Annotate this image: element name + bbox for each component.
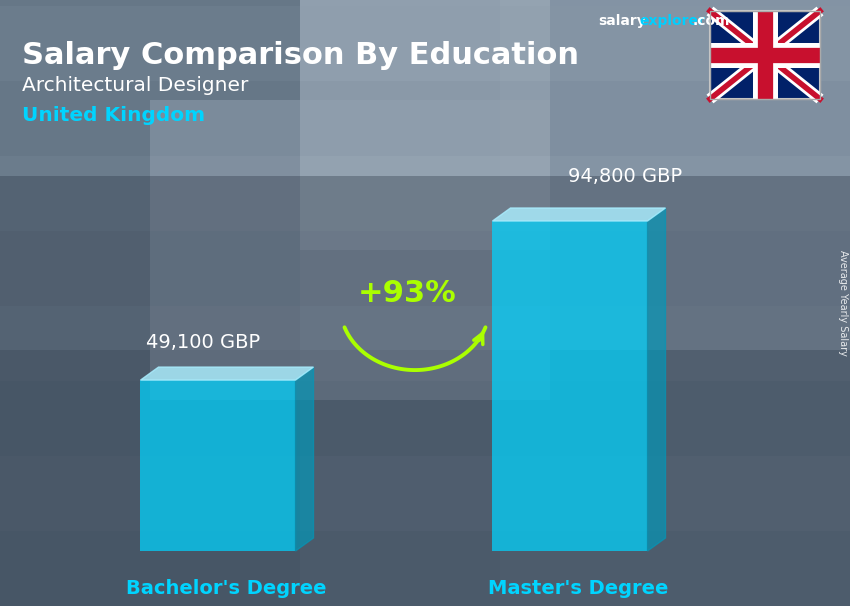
Bar — [500, 0, 850, 606]
Bar — [0, 456, 850, 531]
Bar — [0, 156, 850, 231]
Text: 94,800 GBP: 94,800 GBP — [568, 167, 682, 186]
Bar — [0, 176, 850, 606]
Text: 49,100 GBP: 49,100 GBP — [146, 333, 260, 352]
Bar — [300, 0, 550, 250]
Text: explorer: explorer — [639, 14, 705, 28]
Text: +93%: +93% — [358, 279, 456, 308]
Text: Salary Comparison By Education: Salary Comparison By Education — [22, 41, 579, 70]
Bar — [710, 11, 820, 99]
Polygon shape — [648, 208, 666, 551]
Bar — [0, 231, 850, 306]
Polygon shape — [492, 208, 666, 221]
Text: United Kingdom: United Kingdom — [22, 106, 205, 125]
Bar — [0, 350, 850, 606]
Bar — [0, 381, 850, 456]
Bar — [140, 380, 296, 551]
Bar — [0, 81, 850, 156]
Text: Master's Degree: Master's Degree — [488, 579, 668, 598]
Polygon shape — [140, 367, 314, 380]
Polygon shape — [296, 367, 314, 551]
Bar — [0, 531, 850, 606]
Text: Bachelor's Degree: Bachelor's Degree — [126, 579, 326, 598]
Text: salary: salary — [598, 14, 646, 28]
Text: Average Yearly Salary: Average Yearly Salary — [838, 250, 848, 356]
Text: .com: .com — [693, 14, 730, 28]
Bar — [492, 221, 648, 551]
Bar — [0, 0, 300, 606]
Bar — [150, 100, 550, 400]
Bar — [0, 306, 850, 381]
Bar — [710, 11, 820, 99]
Bar — [0, 6, 850, 81]
Text: Architectural Designer: Architectural Designer — [22, 76, 248, 95]
